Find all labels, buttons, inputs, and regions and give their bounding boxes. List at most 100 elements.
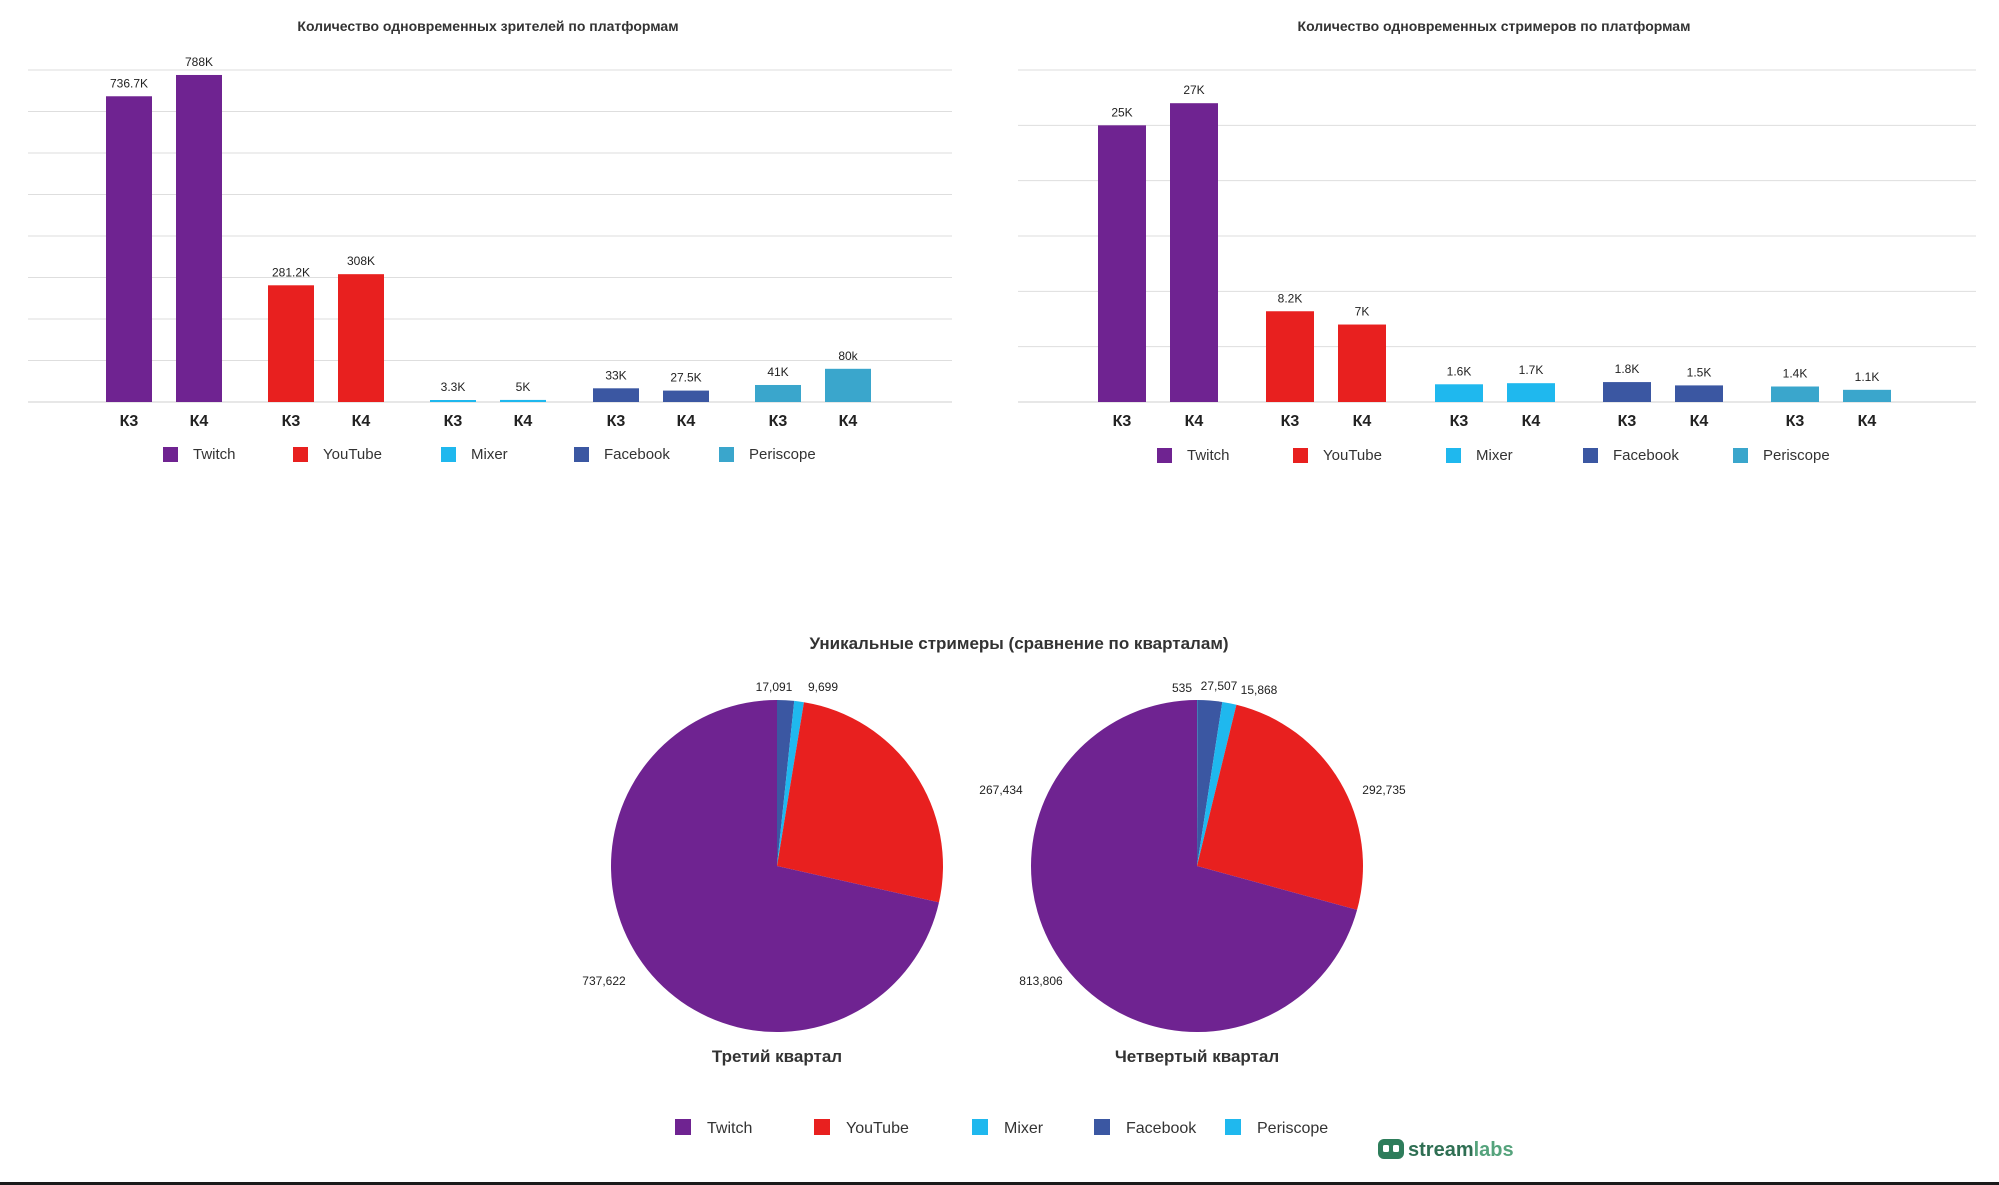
pie-slice-mixer — [777, 700, 804, 866]
x-tick-label: К4 — [1690, 413, 1709, 430]
legend-swatch-facebook — [1094, 1119, 1110, 1135]
legend-label-facebook: Facebook — [1126, 1120, 1197, 1137]
legend-swatch-youtube — [293, 447, 308, 462]
bar-youtube-q3 — [268, 285, 314, 402]
pie-slice-youtube — [1197, 704, 1363, 910]
legend-label-facebook: Facebook — [604, 446, 670, 463]
legend-swatch-periscope — [1733, 448, 1748, 463]
data-label: 27.5K — [670, 371, 701, 385]
pie-name: Четвертый квартал — [1115, 1047, 1279, 1066]
legend-label-facebook: Facebook — [1613, 447, 1679, 464]
slice-label: 9,699 — [808, 680, 838, 694]
x-tick-label: К4 — [190, 413, 209, 430]
x-tick-label: К3 — [607, 413, 626, 430]
data-label: 1.8K — [1615, 362, 1640, 376]
chart-title: Уникальные стримеры (сравнение по кварта… — [809, 634, 1228, 653]
bar-youtube-q4 — [1338, 324, 1386, 402]
data-label: 1.6K — [1447, 364, 1472, 378]
pie-name: Третий квартал — [712, 1047, 842, 1066]
data-label: 25K — [1111, 105, 1132, 119]
legend-label-mixer: Mixer — [1476, 447, 1513, 464]
data-label: 788K — [185, 55, 213, 69]
x-tick-label: К4 — [1858, 413, 1877, 430]
x-tick-label: К3 — [769, 413, 788, 430]
bottom-rule — [0, 1182, 1999, 1185]
x-tick-label: К3 — [444, 413, 463, 430]
data-label: 80k — [838, 349, 858, 363]
bar-facebook-q3 — [1603, 382, 1651, 402]
pie-2: 535 27,507 15,868 292,735 813,806 Четвертый к… — [1019, 679, 1406, 1066]
bar-facebook-q4 — [1675, 385, 1723, 402]
streamlabs-logo-icon — [1378, 1139, 1404, 1159]
legend: Twitch YouTube Mixer Facebook Periscope — [1157, 447, 1830, 464]
x-tick-label: К3 — [1113, 413, 1132, 430]
streamlabs-logo: streamlabs — [1378, 1139, 1514, 1161]
legend-label-mixer: Mixer — [1004, 1120, 1044, 1137]
pie-1: 17,091 9,699 267,434 737,622 Третий квартал — [582, 680, 1023, 1066]
slice-label: 27,507 — [1201, 679, 1238, 693]
legend-swatch-twitch — [675, 1119, 691, 1135]
legend-swatch-mixer — [441, 447, 456, 462]
bar-mixer-q4 — [500, 399, 546, 402]
data-label: 1.1K — [1855, 370, 1880, 384]
x-tick-label: К3 — [1450, 413, 1469, 430]
data-label: 7K — [1355, 305, 1370, 319]
bar-periscope-q4 — [1843, 389, 1891, 402]
bar-facebook-q4 — [663, 390, 709, 402]
pie-slice-twitch — [1030, 700, 1358, 1032]
slice-label: 17,091 — [756, 680, 793, 694]
logo-text-stream: stream — [1408, 1139, 1474, 1161]
bar-periscope-q3 — [755, 384, 801, 402]
slice-label: 292,735 — [1362, 783, 1406, 797]
data-label: 5K — [516, 380, 531, 394]
data-label: 3.3K — [441, 380, 466, 394]
bar-chart-2: Количество одновременных стримеров по пл… — [1018, 18, 1976, 464]
pie-slice-facebook — [777, 700, 795, 866]
logo-eye-left — [1383, 1145, 1389, 1152]
pie-legend: Twitch YouTube Mixer Facebook Periscope — [675, 1119, 1328, 1137]
legend-swatch-facebook — [1583, 448, 1598, 463]
data-label: 1.7K — [1519, 363, 1544, 377]
pie-slice-twitch — [611, 700, 939, 1032]
bar-twitch-q4 — [1170, 103, 1218, 402]
chart-title: Количество одновременных зрителей по пла… — [297, 18, 678, 34]
bar-mixer-q3 — [430, 400, 476, 402]
legend-label-youtube: YouTube — [323, 446, 382, 463]
legend-swatch-periscope — [1225, 1119, 1241, 1135]
slice-label: 15,868 — [1241, 683, 1278, 697]
x-tick-label: К3 — [1281, 413, 1300, 430]
x-tick-label: К4 — [1353, 413, 1372, 430]
slice-label: 737,622 — [582, 974, 626, 988]
pie-slice-facebook — [1197, 700, 1223, 866]
x-tick-label: К4 — [677, 413, 696, 430]
bar-mixer-q3 — [1435, 384, 1483, 402]
legend-label-periscope: Periscope — [1257, 1120, 1328, 1137]
data-label: 27K — [1183, 83, 1204, 97]
legend-swatch-twitch — [163, 447, 178, 462]
logo-text: streamlabs — [1408, 1139, 1514, 1161]
bar-chart-1: Количество одновременных зрителей по пла… — [28, 18, 952, 463]
legend-label-youtube: YouTube — [1323, 447, 1382, 464]
bar-twitch-q4 — [176, 74, 222, 402]
legend-label-periscope: Periscope — [749, 446, 816, 463]
legend-label-periscope: Periscope — [1763, 447, 1830, 464]
legend-swatch-mixer — [1446, 448, 1461, 463]
x-tick-label: К4 — [1522, 413, 1541, 430]
slice-label: 535 — [1172, 681, 1192, 695]
bar-periscope-q3 — [1771, 386, 1819, 402]
x-tick-label: К3 — [1618, 413, 1637, 430]
legend-label-twitch: Twitch — [707, 1120, 752, 1137]
data-label: 308K — [347, 254, 375, 268]
pie-slice-youtube — [777, 702, 944, 903]
chart-title: Количество одновременных стримеров по пл… — [1298, 18, 1691, 34]
legend-swatch-facebook — [574, 447, 589, 462]
data-label: 33K — [605, 368, 626, 382]
data-label: 281.2K — [272, 265, 310, 279]
legend-label-twitch: Twitch — [193, 446, 236, 463]
slice-label: 813,806 — [1019, 974, 1063, 988]
data-label: 736.7K — [110, 76, 148, 90]
slice-label: 267,434 — [979, 783, 1023, 797]
data-label: 41K — [767, 365, 788, 379]
x-tick-label: К4 — [1185, 413, 1204, 430]
